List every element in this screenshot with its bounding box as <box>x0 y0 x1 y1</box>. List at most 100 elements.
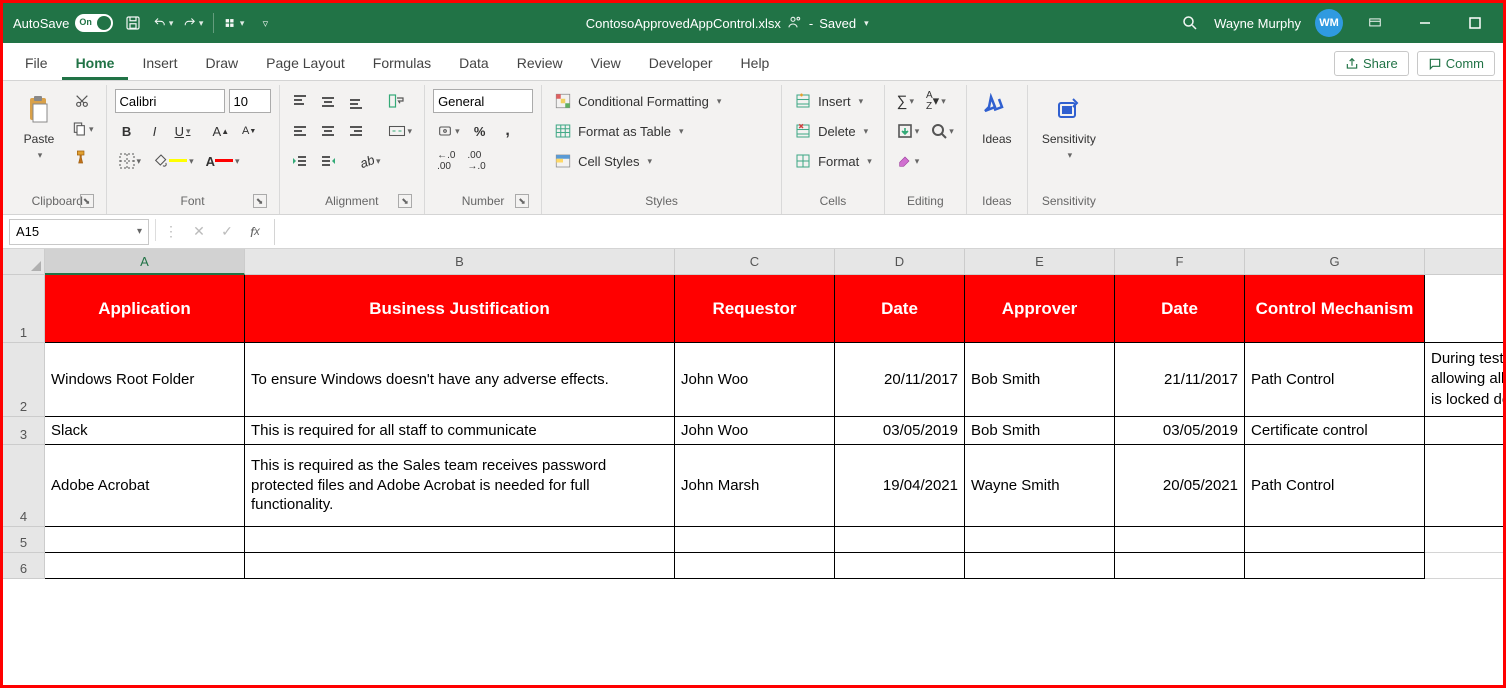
font-launcher[interactable]: ⬊ <box>253 194 267 208</box>
empty-cell[interactable] <box>675 527 835 553</box>
name-box[interactable]: A15 ▾ <box>9 219 149 245</box>
col-header[interactable]: F <box>1115 249 1245 274</box>
tab-draw[interactable]: Draw <box>191 47 252 80</box>
find-select-button[interactable]: ▾ <box>927 119 958 143</box>
fb-more-icon[interactable]: ⋮ <box>158 219 184 245</box>
empty-cell[interactable] <box>1425 527 1503 553</box>
header-cell[interactable] <box>1425 275 1503 343</box>
tab-help[interactable]: Help <box>727 47 784 80</box>
comments-button[interactable]: Comm <box>1417 51 1495 76</box>
save-icon[interactable] <box>123 13 143 33</box>
copy-button[interactable]: ▾ <box>67 117 98 141</box>
empty-cell[interactable] <box>1425 553 1503 579</box>
format-as-table-button[interactable]: Format as Table▾ <box>550 119 725 143</box>
header-cell[interactable]: Date <box>835 275 965 343</box>
col-header[interactable]: G <box>1245 249 1425 274</box>
autosum-button[interactable]: ∑▾ <box>893 89 918 113</box>
data-cell[interactable]: This is required for all staff to commun… <box>245 417 675 445</box>
data-cell[interactable]: During testi allowing all is locked do <box>1425 343 1503 417</box>
italic-button[interactable]: I <box>143 119 167 143</box>
row-header[interactable]: 2 <box>3 343 44 417</box>
row-header[interactable]: 3 <box>3 417 44 445</box>
data-cell[interactable]: 21/11/2017 <box>1115 343 1245 417</box>
header-cell[interactable]: Date <box>1115 275 1245 343</box>
underline-button[interactable]: U▾ <box>171 119 195 143</box>
data-cell[interactable]: This is required as the Sales team recei… <box>245 445 675 527</box>
format-cells-button[interactable]: Format▾ <box>790 149 876 173</box>
empty-cell[interactable] <box>245 553 675 579</box>
autosave-toggle[interactable]: AutoSave On <box>13 14 113 32</box>
increase-decimal-button[interactable]: ←.0.00 <box>433 149 459 173</box>
orientation-button[interactable]: ab▾ <box>356 149 385 173</box>
autosave-switch[interactable]: On <box>75 14 113 32</box>
col-header[interactable]: C <box>675 249 835 274</box>
minimize-icon[interactable] <box>1407 9 1443 37</box>
insert-cells-button[interactable]: Insert▾ <box>790 89 876 113</box>
data-cell[interactable] <box>1425 417 1503 445</box>
empty-cell[interactable] <box>45 527 245 553</box>
data-cell[interactable]: Adobe Acrobat <box>45 445 245 527</box>
delete-cells-button[interactable]: Delete▾ <box>790 119 876 143</box>
data-cell[interactable] <box>1425 445 1503 527</box>
format-painter-button[interactable] <box>67 145 98 169</box>
empty-cell[interactable] <box>1115 527 1245 553</box>
font-color-button[interactable]: A▾ <box>202 149 244 173</box>
empty-cell[interactable] <box>965 553 1115 579</box>
ribbon-display-icon[interactable] <box>1357 9 1393 37</box>
insert-function-icon[interactable]: fx <box>242 219 268 245</box>
header-cell[interactable]: Approver <box>965 275 1115 343</box>
alignment-launcher[interactable]: ⬊ <box>398 194 412 208</box>
data-cell[interactable]: Path Control <box>1245 343 1425 417</box>
empty-cell[interactable] <box>1245 553 1425 579</box>
align-middle-button[interactable] <box>316 89 340 113</box>
data-cell[interactable]: 20/11/2017 <box>835 343 965 417</box>
align-right-button[interactable] <box>344 119 368 143</box>
tab-data[interactable]: Data <box>445 47 503 80</box>
data-cell[interactable]: John Woo <box>675 343 835 417</box>
tab-insert[interactable]: Insert <box>128 47 191 80</box>
empty-cell[interactable] <box>965 527 1115 553</box>
data-cell[interactable]: Slack <box>45 417 245 445</box>
qat-more-icon[interactable]: ▾ <box>224 13 244 33</box>
row-header[interactable]: 6 <box>3 553 44 579</box>
font-size-input[interactable] <box>229 89 271 113</box>
tab-file[interactable]: File <box>11 47 62 80</box>
save-state[interactable]: Saved <box>819 16 856 31</box>
data-cell[interactable]: John Woo <box>675 417 835 445</box>
accounting-format-button[interactable]: ▾ <box>433 119 464 143</box>
select-all-corner[interactable] <box>3 249 45 275</box>
empty-cell[interactable] <box>1115 553 1245 579</box>
data-cell[interactable]: Bob Smith <box>965 343 1115 417</box>
data-cell[interactable]: Wayne Smith <box>965 445 1115 527</box>
decrease-font-button[interactable]: A▼ <box>237 119 261 143</box>
qat-customize-icon[interactable]: ▿ <box>254 13 274 33</box>
data-cell[interactable]: 19/04/2021 <box>835 445 965 527</box>
header-cell[interactable]: Requestor <box>675 275 835 343</box>
row-header[interactable]: 1 <box>3 275 44 343</box>
row-header[interactable]: 4 <box>3 445 44 527</box>
col-header[interactable] <box>1425 249 1503 274</box>
col-header[interactable]: E <box>965 249 1115 274</box>
user-avatar[interactable]: WM <box>1315 9 1343 37</box>
fill-button[interactable]: ▾ <box>893 119 924 143</box>
align-left-button[interactable] <box>288 119 312 143</box>
align-center-button[interactable] <box>316 119 340 143</box>
bold-button[interactable]: B <box>115 119 139 143</box>
ideas-button[interactable]: Ideas <box>975 89 1019 150</box>
search-icon[interactable] <box>1180 13 1200 33</box>
font-name-input[interactable] <box>115 89 225 113</box>
maximize-icon[interactable] <box>1457 9 1493 37</box>
merge-center-button[interactable]: ▾ <box>384 119 417 143</box>
decrease-indent-button[interactable] <box>288 149 312 173</box>
number-launcher[interactable]: ⬊ <box>515 194 529 208</box>
data-cell[interactable]: Certificate control <box>1245 417 1425 445</box>
fill-color-button[interactable]: ▾ <box>149 149 198 173</box>
align-bottom-button[interactable] <box>344 89 368 113</box>
header-cell[interactable]: Business Justification <box>245 275 675 343</box>
percent-button[interactable]: % <box>468 119 492 143</box>
tab-view[interactable]: View <box>577 47 635 80</box>
formula-input[interactable] <box>274 219 1503 245</box>
clear-button[interactable]: ▾ <box>893 149 924 173</box>
increase-indent-button[interactable] <box>316 149 340 173</box>
redo-icon[interactable]: ▾ <box>183 13 203 33</box>
